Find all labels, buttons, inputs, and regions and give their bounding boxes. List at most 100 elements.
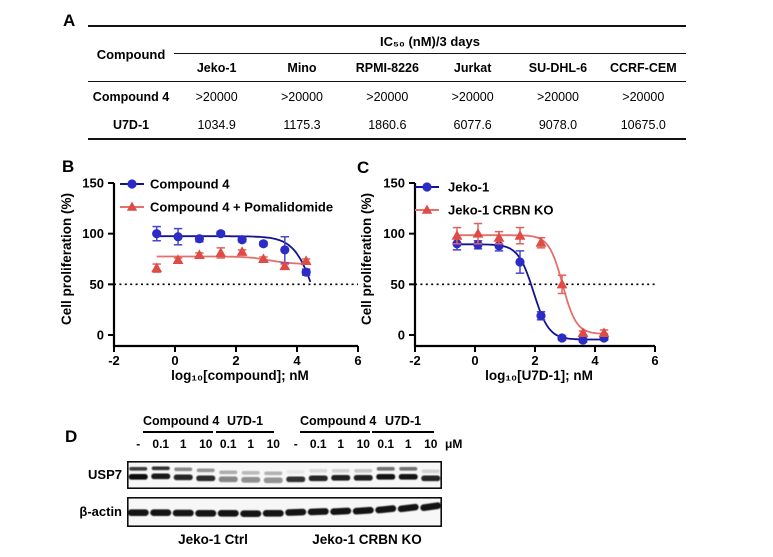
actin-band — [285, 508, 307, 516]
actin-band — [217, 510, 239, 517]
table-row-header: Compound — [96, 46, 166, 62]
series-jeko-1 — [452, 236, 609, 345]
dose-label: 0.1 — [377, 437, 395, 451]
dose-label: 0.1 — [219, 437, 237, 451]
dose-label: - — [293, 437, 298, 451]
usp7-upper-band — [174, 467, 193, 472]
usp7-main-band — [196, 475, 216, 482]
table-column-header: Jeko-1 — [196, 61, 237, 75]
actin-band — [307, 508, 329, 516]
usp7-upper-band — [309, 469, 328, 473]
usp7-main-band — [376, 474, 396, 480]
blot-group-header: U7D-1 — [372, 414, 434, 433]
x-tick-label: 0 — [171, 353, 178, 368]
series-jeko-1-crbn-ko — [451, 222, 610, 337]
panel-b-letter: B — [62, 157, 75, 176]
usp7-upper-band — [151, 466, 170, 471]
dose-unit-label: μM — [445, 437, 463, 451]
y-tick-label: 150 — [383, 176, 405, 191]
data-point-circle — [258, 239, 269, 249]
usp7-main-band — [286, 476, 306, 483]
data-point-circle — [216, 229, 226, 239]
data-point-circle — [301, 267, 311, 277]
data-point-triangle — [577, 327, 589, 337]
table-column-headers: Jeko-1 Mino RPMI-8226 Jurkat SU-DHL-6 CCRF-CE… — [174, 54, 686, 81]
legend-label: Compound 4 + Pomalidomide — [150, 200, 333, 215]
chart-c-dose-response: 0 50 100 150 -2 0 2 4 6 log₁₀[U7D-1]; nM Cell prol… — [359, 176, 659, 384]
data-point-triangle — [556, 278, 568, 289]
blot-group-header: U7D-1 — [216, 414, 274, 433]
table-column-header: RPMI-8226 — [355, 61, 419, 75]
table-column-header: Mino — [287, 61, 317, 75]
dose-label: 1 — [179, 437, 187, 451]
data-point-triangle — [194, 249, 205, 259]
table-column-header: CCRF-CEM — [609, 61, 677, 75]
series-compound-4 — [152, 225, 311, 277]
usp7-main-band — [218, 476, 238, 483]
usp7-upper-band — [331, 469, 350, 473]
table-row: Compound 4 >20000 >20000 >20000 >20000 >20000… — [88, 82, 686, 110]
actin-band — [262, 510, 284, 517]
table-cell: >20000 — [536, 90, 579, 104]
dose-label: 1 — [404, 437, 412, 451]
x-tick-label: 0 — [471, 353, 478, 368]
data-point-circle — [536, 311, 546, 321]
usp7-main-band — [128, 474, 148, 480]
data-point-triangle — [258, 253, 269, 263]
x-tick-label: 2 — [531, 353, 538, 368]
dose-label: 1 — [337, 437, 345, 451]
actin-band — [375, 505, 397, 514]
actin-band — [330, 507, 352, 515]
y-axis-title: Cell proliferation (%) — [359, 193, 374, 325]
dose-label: 0.1 — [152, 437, 170, 451]
table-cell: >20000 — [280, 90, 324, 104]
usp7-main-band — [331, 475, 351, 481]
legend-marker-triangle — [421, 204, 433, 214]
usp7-main-band — [173, 474, 193, 481]
usp7-main-band — [308, 475, 328, 482]
x-tick-label: 4 — [293, 353, 301, 368]
actin-band — [172, 509, 194, 517]
panel-d-letter: D — [65, 427, 78, 446]
beta-actin-blot-strip — [127, 497, 442, 527]
table-header: Compound IC₅₀ (nM)/3 days Jeko-1 Mino RPMI… — [88, 27, 686, 82]
beta-actin-label: β-actin — [79, 504, 122, 519]
y-tick-label: 0 — [97, 327, 104, 342]
y-tick-label: 100 — [383, 226, 405, 241]
usp7-upper-band — [354, 469, 373, 473]
table-cell: 1860.6 — [368, 118, 407, 132]
usp7-main-band — [263, 477, 283, 484]
data-point-circle — [515, 257, 525, 267]
usp7-upper-band — [241, 471, 260, 475]
chart-b-dose-response: 0 50 100 150 -2 0 2 4 6 log₁₀[compound]; nM Cell p… — [59, 176, 362, 384]
data-point-triangle — [451, 230, 463, 240]
table-column-header: Jurkat — [453, 61, 492, 75]
blot-bands — [128, 466, 441, 484]
usp7-main-band — [398, 474, 418, 480]
table-cell: >20000 — [451, 90, 494, 104]
actin-band — [240, 510, 262, 517]
data-point-triangle — [493, 232, 505, 242]
data-point-triangle — [172, 254, 184, 265]
actin-band — [127, 509, 149, 516]
usp7-upper-band — [264, 471, 283, 476]
data-point-circle — [237, 235, 247, 245]
table-column-header: SU-DHL-6 — [528, 61, 588, 75]
series-compound-4-pomalidomide — [151, 246, 312, 273]
actin-band — [420, 502, 442, 512]
table-row-name: Compound 4 — [92, 90, 170, 104]
dose-label: 10 — [356, 437, 370, 451]
x-axis-title: log₁₀[U7D-1]; nM — [485, 368, 593, 383]
blot-group-header: Compound 4 — [143, 414, 219, 433]
data-point-triangle — [236, 246, 248, 256]
usp7-blot-strip — [127, 461, 442, 489]
actin-band — [352, 506, 374, 515]
table-cell: 1034.9 — [197, 118, 236, 132]
table-row-name: U7D-1 — [112, 118, 150, 132]
legend-marker-triangle — [126, 201, 138, 211]
y-tick-label: 0 — [398, 327, 405, 342]
y-tick-label: 150 — [82, 176, 104, 191]
x-tick-label: 4 — [591, 353, 599, 368]
table-body: Compound 4 >20000 >20000 >20000 >20000 >20000… — [88, 82, 686, 138]
